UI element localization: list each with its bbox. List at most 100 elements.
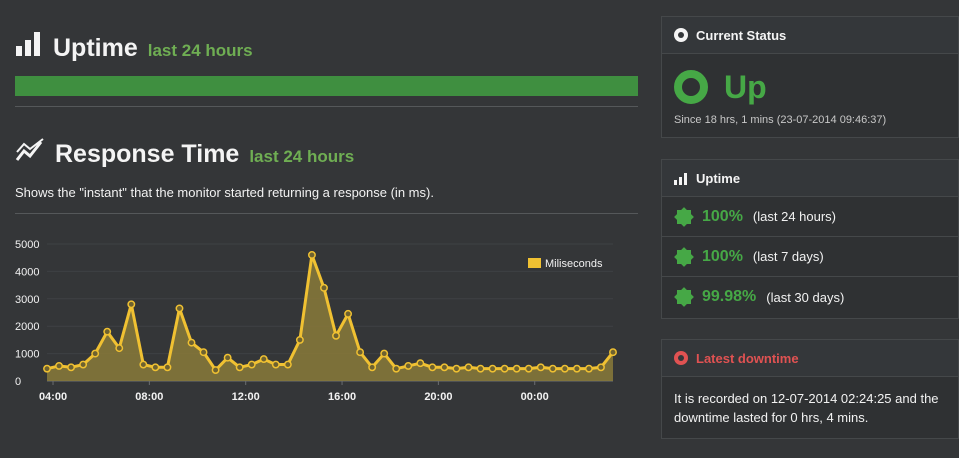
uptime-row-7d: 100% (last 7 days) bbox=[662, 237, 958, 277]
uptime-period: (last 30 days) bbox=[766, 289, 845, 305]
data-point[interactable] bbox=[332, 331, 340, 340]
response-time-title: Response Time bbox=[55, 140, 240, 168]
data-point[interactable] bbox=[356, 348, 365, 357]
badge-icon bbox=[676, 249, 692, 265]
data-point[interactable] bbox=[368, 363, 377, 372]
uptime-header: Uptime last 24 hours bbox=[15, 30, 253, 63]
data-point[interactable] bbox=[404, 361, 413, 370]
data-point[interactable] bbox=[247, 360, 256, 369]
uptime-panel-title: Uptime bbox=[696, 170, 741, 186]
latest-downtime-panel: Latest downtime It is recorded on 12-07-… bbox=[661, 339, 959, 439]
data-point[interactable] bbox=[271, 360, 280, 369]
latest-downtime-text: It is recorded on 12-07-2014 02:24:25 an… bbox=[674, 391, 939, 425]
current-status-title: Current Status bbox=[696, 27, 787, 43]
uptime-period: (last 24 hours) bbox=[752, 209, 837, 224]
latest-downtime-header: Latest downtime bbox=[662, 340, 958, 377]
data-point[interactable] bbox=[151, 363, 160, 372]
data-point[interactable] bbox=[512, 364, 521, 373]
current-status-body: Up Since 18 hrs, 1 mins (23-07-2014 09:4… bbox=[662, 54, 958, 136]
data-point[interactable] bbox=[211, 366, 220, 374]
circle-dot-icon bbox=[674, 28, 688, 42]
y-tick-label: 1000 bbox=[15, 349, 39, 361]
data-point[interactable] bbox=[259, 355, 268, 364]
data-point[interactable] bbox=[440, 363, 449, 372]
data-point[interactable] bbox=[380, 349, 389, 358]
divider bbox=[15, 106, 638, 107]
data-point[interactable] bbox=[488, 364, 497, 373]
chart-legend: Miliseconds bbox=[528, 258, 603, 270]
data-point[interactable] bbox=[187, 338, 196, 347]
data-point[interactable] bbox=[139, 360, 148, 369]
response-time-chart[interactable]: 5000 4000 3000 2000 1000 0 04:00 08:00 12:00 16:… bbox=[15, 228, 638, 418]
data-point[interactable] bbox=[43, 364, 51, 373]
bar-chart-icon bbox=[15, 30, 43, 61]
uptime-value: 100% bbox=[702, 207, 743, 225]
uptime-subtitle: last 24 hours bbox=[147, 41, 253, 60]
status-value: Up bbox=[724, 68, 767, 105]
x-tick-label: 12:00 bbox=[232, 391, 260, 403]
data-point[interactable] bbox=[199, 348, 208, 357]
response-time-subtitle: last 24 hours bbox=[249, 147, 355, 166]
data-point[interactable] bbox=[115, 344, 124, 353]
line-chart-icon bbox=[15, 138, 45, 167]
data-point[interactable] bbox=[283, 360, 292, 369]
uptime-panel: Uptime 100% (last 24 hours) 100% (last 7… bbox=[661, 159, 959, 319]
data-point[interactable] bbox=[392, 364, 401, 373]
x-tick-label: 16:00 bbox=[328, 391, 356, 403]
status-since: Since 18 hrs, 1 mins (23-07-2014 09:46:3… bbox=[674, 114, 887, 126]
uptime-row-30d: 99.98% (last 30 days) bbox=[662, 277, 958, 317]
data-point[interactable] bbox=[524, 364, 533, 373]
data-point[interactable] bbox=[584, 364, 593, 373]
current-status-header: Current Status bbox=[662, 17, 958, 54]
uptime-value: 100% bbox=[702, 247, 743, 265]
data-point[interactable] bbox=[452, 364, 461, 373]
data-point[interactable] bbox=[428, 363, 437, 372]
data-point[interactable] bbox=[536, 363, 545, 372]
data-point[interactable] bbox=[500, 364, 509, 373]
status-ring-icon bbox=[674, 70, 708, 104]
data-point[interactable] bbox=[320, 283, 328, 292]
data-point[interactable] bbox=[560, 364, 569, 373]
current-status-panel: Current Status Up Since 18 hrs, 1 mins (… bbox=[661, 16, 959, 138]
y-tick-label: 3000 bbox=[15, 294, 39, 306]
data-point[interactable] bbox=[572, 364, 581, 373]
data-point[interactable] bbox=[307, 251, 316, 259]
y-tick-label: 2000 bbox=[15, 321, 39, 333]
data-point[interactable] bbox=[79, 360, 88, 369]
data-point[interactable] bbox=[223, 353, 232, 362]
x-tick-label: 20:00 bbox=[424, 391, 452, 403]
data-point[interactable] bbox=[163, 363, 172, 372]
uptime-row-24h: 100% (last 24 hours) bbox=[662, 197, 958, 237]
data-point[interactable] bbox=[103, 327, 112, 336]
data-point[interactable] bbox=[597, 363, 605, 372]
data-point[interactable] bbox=[476, 364, 485, 373]
series-area bbox=[47, 254, 613, 381]
y-tick-label: 4000 bbox=[15, 266, 39, 278]
data-point[interactable] bbox=[55, 361, 63, 370]
response-time-description: Shows the "instant" that the monitor sta… bbox=[15, 185, 434, 200]
x-tick-label: 08:00 bbox=[135, 391, 163, 403]
data-point[interactable] bbox=[344, 309, 353, 318]
x-tick-label: 04:00 bbox=[39, 391, 67, 403]
x-tick-label: 00:00 bbox=[521, 391, 549, 403]
data-point[interactable] bbox=[127, 300, 136, 309]
uptime-period: (last 7 days) bbox=[752, 249, 824, 264]
divider bbox=[15, 213, 638, 214]
data-point[interactable] bbox=[609, 348, 617, 357]
response-time-header: Response Time last 24 hours bbox=[15, 138, 354, 169]
bar-chart-icon bbox=[674, 172, 687, 185]
uptime-panel-header: Uptime bbox=[662, 160, 958, 197]
data-point[interactable] bbox=[548, 364, 557, 373]
data-point[interactable] bbox=[416, 359, 425, 368]
latest-downtime-title: Latest downtime bbox=[696, 350, 799, 366]
badge-icon bbox=[676, 209, 692, 225]
data-point[interactable] bbox=[235, 363, 244, 372]
y-tick-label: 5000 bbox=[15, 239, 39, 251]
data-point[interactable] bbox=[91, 349, 100, 358]
data-point[interactable] bbox=[67, 363, 76, 372]
uptime-value: 99.98% bbox=[702, 288, 757, 305]
data-point[interactable] bbox=[175, 304, 184, 313]
data-point[interactable] bbox=[464, 363, 473, 372]
data-point[interactable] bbox=[295, 335, 304, 344]
y-tick-label: 0 bbox=[15, 376, 21, 388]
